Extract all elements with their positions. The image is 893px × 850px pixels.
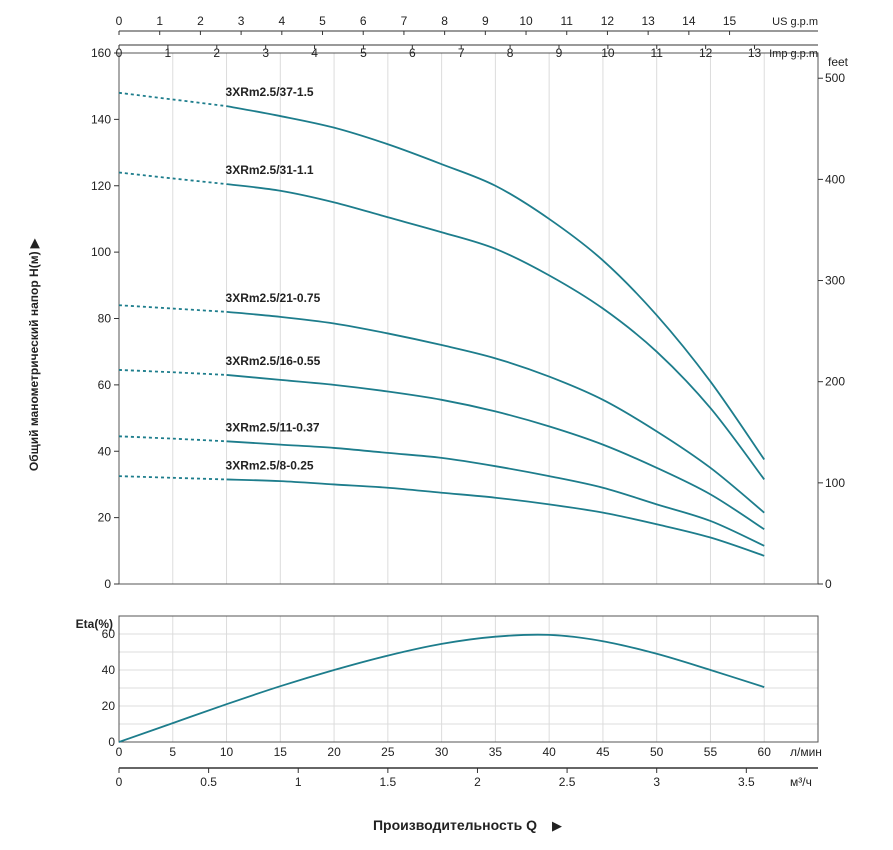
feet-axis-label: feet <box>828 55 849 69</box>
top-axis-tick-label: 11 <box>651 46 664 60</box>
y-tick-label: 20 <box>98 511 112 525</box>
top-axis-tick-label: 6 <box>409 46 416 60</box>
top-axis-tick-label: 2 <box>213 46 220 60</box>
feet-tick-label: 200 <box>825 375 845 389</box>
top-axis-tick-label: 1 <box>156 14 163 28</box>
feet-tick-label: 100 <box>825 476 845 490</box>
eta-plot-frame <box>118 615 819 743</box>
lmin-tick-label: 45 <box>596 745 610 759</box>
lmin-tick-label: 5 <box>169 745 176 759</box>
top-axis-tick-label: 12 <box>699 46 713 60</box>
top-axis-tick-label: 7 <box>458 46 465 60</box>
top-axis-tick-label: 11 <box>561 14 574 28</box>
m3h-tick-label: 2 <box>474 775 481 789</box>
y-tick-label: 120 <box>91 179 111 193</box>
y-tick-label: 80 <box>98 312 112 326</box>
y-tick-label: 0 <box>104 577 111 591</box>
m3h-tick-label: 0.5 <box>200 775 217 789</box>
lmin-tick-label: 20 <box>327 745 341 759</box>
top-axis-tick-label: 12 <box>601 14 615 28</box>
curve-dashed-1 <box>118 171 227 185</box>
lmin-tick-label: 40 <box>542 745 556 759</box>
eta-y-tick-label: 0 <box>108 735 115 749</box>
top-axis-tick-label: 9 <box>482 14 489 28</box>
imp-gpm-label: Imp g.p.m <box>769 48 818 60</box>
top-axis-tick-label: 6 <box>360 14 367 28</box>
lmin-tick-label: 55 <box>704 745 718 759</box>
x-axis-arrow: ▶ <box>552 818 562 833</box>
top-axis-tick-label: 8 <box>441 14 448 28</box>
top-axis-tick-label: 10 <box>601 46 615 60</box>
top-axis-tick-label: 13 <box>748 46 762 60</box>
curve-2 <box>226 310 765 514</box>
y-tick-label: 100 <box>91 245 111 259</box>
m3h-tick-label: 1.5 <box>380 775 397 789</box>
m3h-tick-label: 3.5 <box>738 775 755 789</box>
feet-tick-label: 500 <box>825 71 845 85</box>
eta-y-tick-label: 20 <box>102 699 116 713</box>
feet-tick-label: 300 <box>825 274 845 288</box>
feet-tick-label: 400 <box>825 172 845 186</box>
m3h-tick-label: 3 <box>653 775 660 789</box>
y-tick-label: 40 <box>98 444 112 458</box>
lmin-tick-label: 25 <box>381 745 395 759</box>
curve-0 <box>226 105 765 461</box>
top-axis-tick-label: 9 <box>556 46 563 60</box>
curve-dashed-0 <box>118 91 227 107</box>
lmin-tick-label: 0 <box>116 745 123 759</box>
top-axis-tick-label: 5 <box>360 46 367 60</box>
curve-label: 3XRm2.5/16-0.55 <box>226 354 321 368</box>
eta-curve <box>118 633 765 743</box>
top-axis-tick-label: 2 <box>197 14 204 28</box>
top-axis-tick-label: 15 <box>723 14 737 28</box>
m3h-tick-label: 1 <box>295 775 302 789</box>
y-tick-label: 60 <box>98 378 112 392</box>
curve-label: 3XRm2.5/31-1.1 <box>226 163 314 177</box>
top-axis-tick-label: 8 <box>507 46 514 60</box>
y-tick-label: 140 <box>91 112 111 126</box>
top-axis-tick-label: 4 <box>311 46 318 60</box>
curve-4 <box>226 440 765 547</box>
y-tick-label: 160 <box>91 46 111 60</box>
main-plot-frame <box>118 52 819 585</box>
lmin-tick-label: 60 <box>758 745 772 759</box>
eta-axis-label: Eta(%) <box>76 617 113 631</box>
top-axis-tick-label: 4 <box>278 14 285 28</box>
curve-label: 3XRm2.5/11-0.37 <box>226 420 320 434</box>
top-axis-tick-label: 0 <box>116 14 123 28</box>
top-axis-tick-label: 14 <box>682 14 696 28</box>
eta-y-tick-label: 40 <box>102 663 116 677</box>
lmin-unit-label: л/мин <box>790 745 822 759</box>
top-axis-tick-label: 0 <box>116 46 123 60</box>
y-axis-label: Общий манометрический напор H(м) ▶ <box>27 238 41 471</box>
lmin-tick-label: 35 <box>489 745 503 759</box>
eta-y-tick-label: 60 <box>102 627 116 641</box>
curve-5 <box>226 478 765 557</box>
curve-3 <box>226 374 765 530</box>
lmin-tick-label: 10 <box>220 745 234 759</box>
m3h-unit-label: м³/ч <box>790 775 812 789</box>
top-axis-tick-label: 3 <box>262 46 269 60</box>
m3h-tick-label: 2.5 <box>559 775 576 789</box>
lmin-tick-label: 15 <box>274 745 288 759</box>
top-axis-tick-label: 13 <box>641 14 655 28</box>
top-axis-tick-label: 5 <box>319 14 326 28</box>
feet-tick-label: 0 <box>825 577 832 591</box>
x-axis-label: Производительность Q <box>373 817 537 833</box>
lmin-tick-label: 50 <box>650 745 664 759</box>
curve-1 <box>226 183 765 481</box>
us-gpm-label: US g.p.m <box>772 16 818 28</box>
curve-label: 3XRm2.5/37-1.5 <box>226 85 314 99</box>
top-axis-tick-label: 1 <box>165 46 172 60</box>
curve-label: 3XRm2.5/8-0.25 <box>226 458 314 472</box>
top-axis-tick-label: 7 <box>401 14 408 28</box>
m3h-tick-label: 0 <box>116 775 123 789</box>
top-axis-tick-label: 10 <box>519 14 533 28</box>
lmin-tick-label: 30 <box>435 745 449 759</box>
curve-label: 3XRm2.5/21-0.75 <box>226 291 321 305</box>
top-axis-tick-label: 3 <box>238 14 245 28</box>
